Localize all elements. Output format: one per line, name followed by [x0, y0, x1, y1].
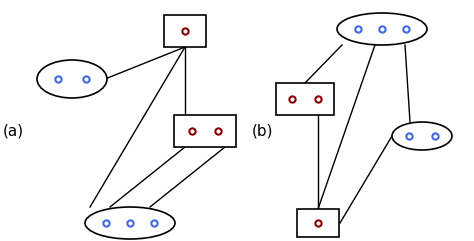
- Ellipse shape: [85, 207, 175, 239]
- Text: (b): (b): [252, 123, 273, 139]
- Ellipse shape: [392, 122, 452, 150]
- Bar: [297, 209, 339, 237]
- Bar: [164, 15, 206, 47]
- Text: (a): (a): [3, 123, 24, 139]
- Ellipse shape: [37, 60, 107, 98]
- Ellipse shape: [337, 13, 427, 45]
- Bar: [174, 115, 236, 147]
- Bar: [276, 83, 334, 115]
